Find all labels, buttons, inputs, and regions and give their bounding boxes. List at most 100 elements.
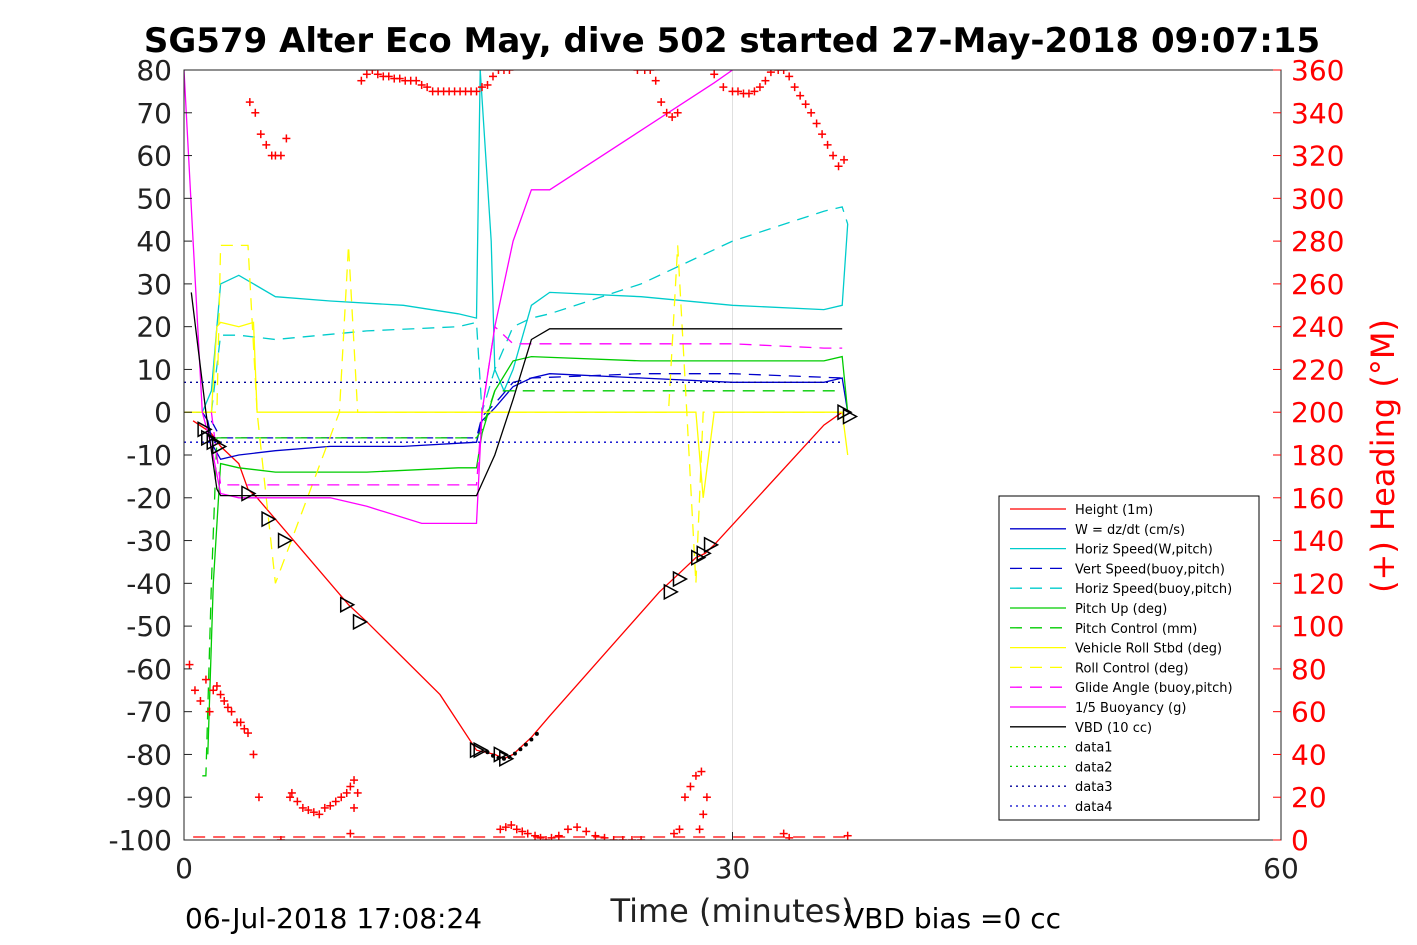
series-line-0: [192, 411, 843, 760]
heading-marker: [662, 108, 671, 117]
heading-marker: [368, 70, 377, 74]
heading-marker: [744, 89, 753, 98]
heading-marker: [478, 83, 487, 92]
heading-marker: [342, 788, 351, 797]
x-axis-label: Time (minutes): [610, 892, 854, 930]
heading-marker: [807, 108, 816, 117]
legend-box: [998, 495, 1260, 821]
heading-marker: [697, 767, 706, 776]
y-right-tick-label: 300: [1291, 182, 1344, 215]
heading-marker: [223, 703, 232, 712]
heading-marker: [501, 823, 510, 832]
heading-marker: [823, 140, 832, 149]
heading-marker: [276, 836, 285, 840]
legend-label: Roll Control (deg): [1075, 661, 1189, 676]
heading-marker: [357, 76, 366, 85]
legend-label: Horiz Speed(buoy,pitch): [1075, 582, 1232, 597]
y-tick-label: 20: [136, 311, 172, 344]
triangle-marker: [837, 403, 853, 421]
triangle-marker: [842, 408, 859, 425]
heading-marker: [542, 836, 551, 840]
legend-label: Vehicle Roll Stbd (deg): [1075, 642, 1222, 657]
heading-marker: [499, 70, 508, 74]
y-tick-label: 80: [136, 54, 172, 87]
heading-marker: [657, 98, 666, 107]
heading-marker: [733, 87, 742, 96]
y-tick-label: -60: [126, 653, 172, 686]
heading-marker: [563, 825, 572, 834]
heading-marker: [766, 70, 775, 77]
heading-marker: [695, 825, 704, 834]
heading-marker: [488, 72, 497, 81]
y-right-tick-label: 320: [1291, 140, 1344, 173]
heading-marker: [353, 788, 362, 797]
heading-marker: [536, 833, 545, 840]
heading-marker: [412, 76, 421, 85]
y-right-tick-label: 80: [1291, 653, 1327, 686]
heading-marker: [518, 827, 527, 836]
heading-marker: [346, 829, 355, 838]
heading-marker: [287, 788, 296, 797]
heading-marker: [669, 829, 678, 838]
heading-marker: [618, 836, 627, 840]
dive-dot: [523, 742, 528, 747]
y-tick-label: -80: [126, 738, 172, 771]
heading-marker: [350, 776, 359, 785]
y-right-tick-label: 120: [1291, 567, 1344, 600]
legend-label: VBD (10 cc): [1075, 721, 1152, 736]
series-line-5: [207, 355, 849, 755]
series-layer: [184, 70, 859, 840]
y-right-tick-label: 340: [1291, 97, 1344, 130]
heading-marker: [315, 810, 324, 819]
heading-marker: [190, 686, 199, 695]
dive-dot: [501, 756, 506, 761]
y-right-tick-label: 0: [1291, 824, 1309, 857]
y-tick-label: -10: [126, 439, 172, 472]
footer-timestamp: 06-Jul-2018 17:08:24: [185, 902, 482, 935]
triangle-marker: [663, 583, 679, 601]
heading-marker: [298, 803, 307, 812]
heading-marker: [512, 825, 521, 834]
heading-marker: [673, 108, 682, 117]
y-tick-label: 30: [136, 268, 172, 301]
heading-marker: [496, 825, 505, 834]
heading-marker: [573, 823, 582, 832]
heading-marker: [417, 80, 426, 89]
heading-marker: [249, 750, 258, 759]
heading-marker: [262, 140, 271, 149]
heading-marker: [384, 72, 393, 81]
heading-marker: [818, 130, 827, 139]
y-tick-label: 40: [136, 225, 172, 258]
y-right-tick-label: 140: [1291, 525, 1344, 558]
heading-marker: [472, 87, 481, 96]
triangle-marker: [691, 549, 707, 566]
triangle-marker: [703, 536, 720, 554]
y-right-tick-label: 100: [1291, 610, 1344, 643]
heading-marker: [236, 718, 245, 727]
heading-marker: [286, 793, 295, 802]
y-tick-label: 70: [136, 97, 172, 130]
legend-label: data2: [1075, 760, 1113, 775]
heading-marker: [600, 833, 609, 840]
footer-vbd-bias: VBD bias =0 cc: [845, 902, 1061, 935]
ticks-layer: 80706050403020100-10-20-30-40-50-60-70-8…: [108, 54, 1344, 885]
heading-marker: [840, 155, 849, 164]
triangle-marker: [339, 596, 356, 613]
heading-marker: [774, 70, 783, 74]
y-tick-label: -50: [126, 610, 172, 643]
legend-label: Horiz Speed(W,pitch): [1075, 543, 1213, 558]
heading-marker: [686, 782, 695, 791]
y-right-tick-label: 220: [1291, 353, 1344, 386]
heading-marker: [646, 70, 655, 74]
triangle-marker: [206, 433, 222, 451]
heading-marker: [326, 801, 335, 810]
heading-marker: [373, 70, 382, 79]
heading-marker: [761, 76, 770, 85]
heading-marker: [254, 793, 263, 802]
heading-marker: [790, 83, 799, 92]
triangle-marker: [469, 741, 486, 759]
series-line-11: [190, 292, 843, 497]
y-right-tick-label: 280: [1291, 225, 1344, 258]
series-line-1: [184, 373, 849, 461]
legend-label: Height (1m): [1075, 503, 1153, 518]
